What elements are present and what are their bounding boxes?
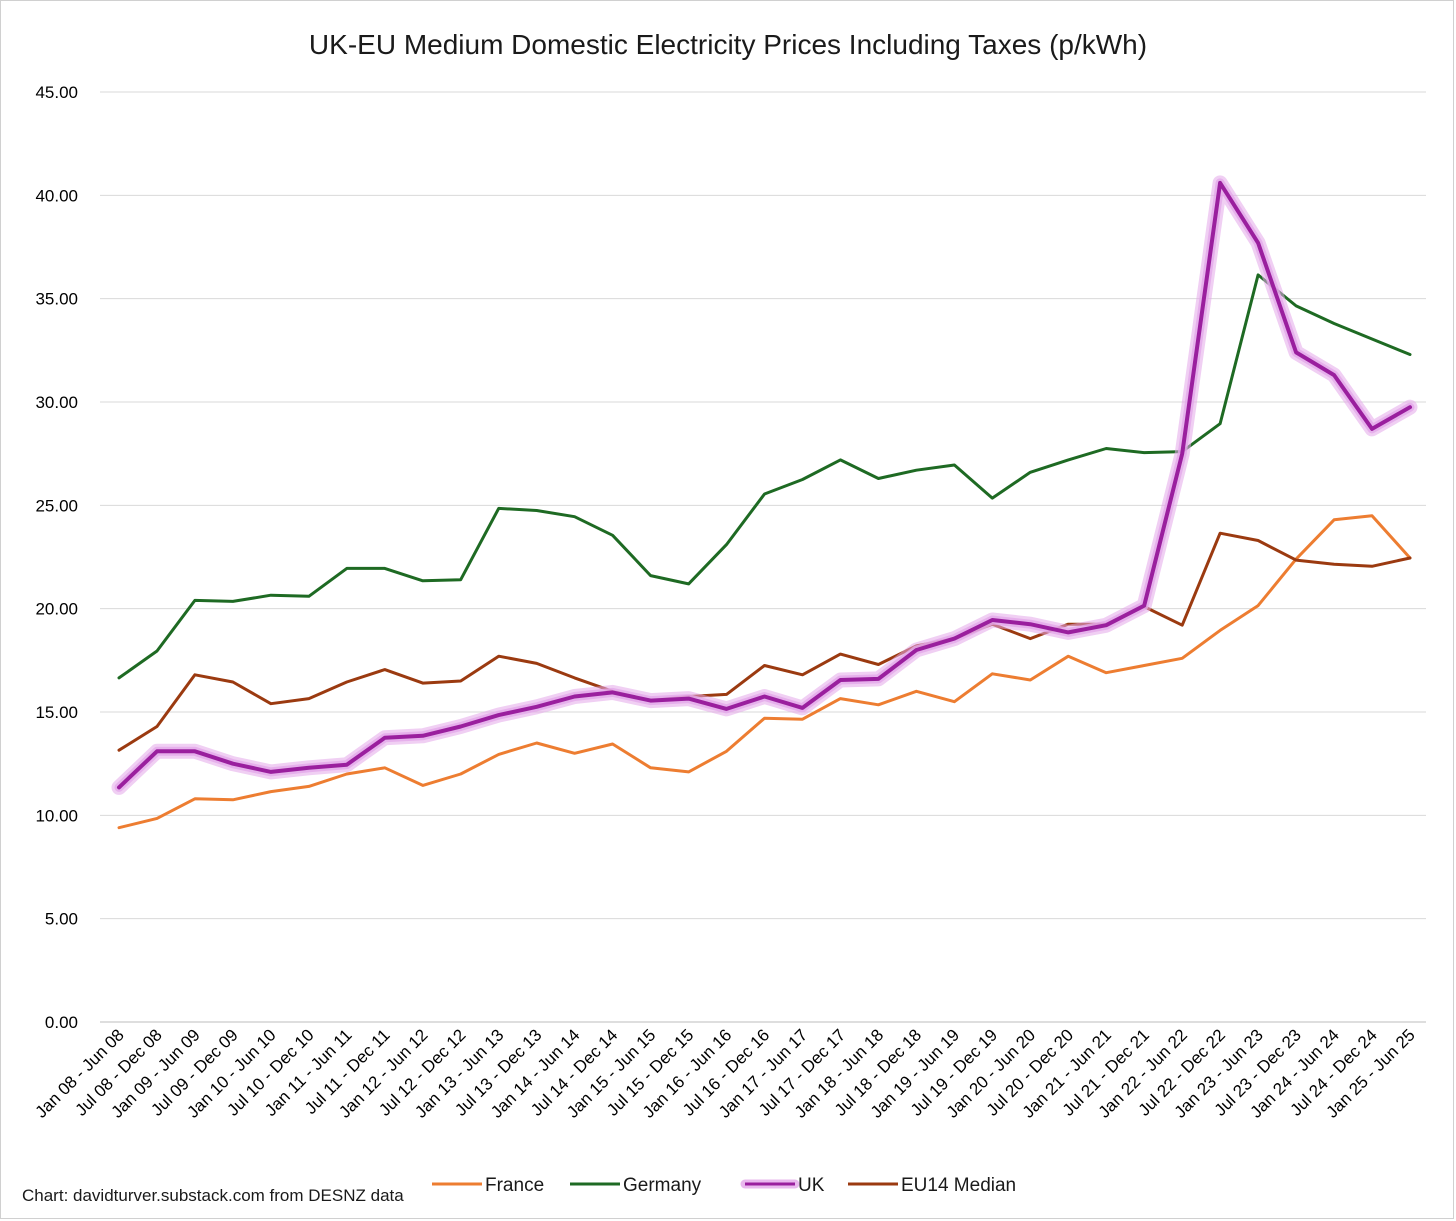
- y-tick-label: 20.00: [35, 600, 78, 619]
- y-tick-label: 45.00: [35, 83, 78, 102]
- y-tick-label: 25.00: [35, 496, 78, 515]
- y-tick-label: 30.00: [35, 393, 78, 412]
- y-tick-label: 35.00: [35, 290, 78, 309]
- y-axis-ticks: 0.00 5.00 10.00 15.00 20.00 25.00 30.00 35.00 40…: [35, 83, 78, 1032]
- chart-credit: Chart: davidturver.substack.com from DES…: [22, 1186, 404, 1205]
- y-tick-label: 10.00: [35, 806, 78, 825]
- legend-label-uk: UK: [798, 1175, 825, 1196]
- chart-title: UK-EU Medium Domestic Electricity Prices…: [309, 29, 1147, 60]
- legend-label-eu14-median: EU14 Median: [901, 1175, 1016, 1196]
- series-france-line: [117, 514, 1412, 830]
- legend-label-germany: Germany: [623, 1175, 702, 1196]
- y-tick-label: 0.00: [45, 1013, 78, 1032]
- y-tick-label: 15.00: [35, 703, 78, 722]
- y-tick-label: 5.00: [45, 910, 78, 929]
- legend-label-france: France: [485, 1175, 544, 1196]
- gridlines: [100, 91, 1426, 1023]
- series-lines: [111, 175, 1418, 830]
- series-uk-line: [117, 180, 1412, 790]
- legend: France Germany UK EU14 Median: [432, 1175, 1016, 1196]
- y-tick-label: 40.00: [35, 186, 78, 205]
- series-germany-line: [117, 273, 1412, 680]
- series-eu14-median-line: [117, 531, 1412, 752]
